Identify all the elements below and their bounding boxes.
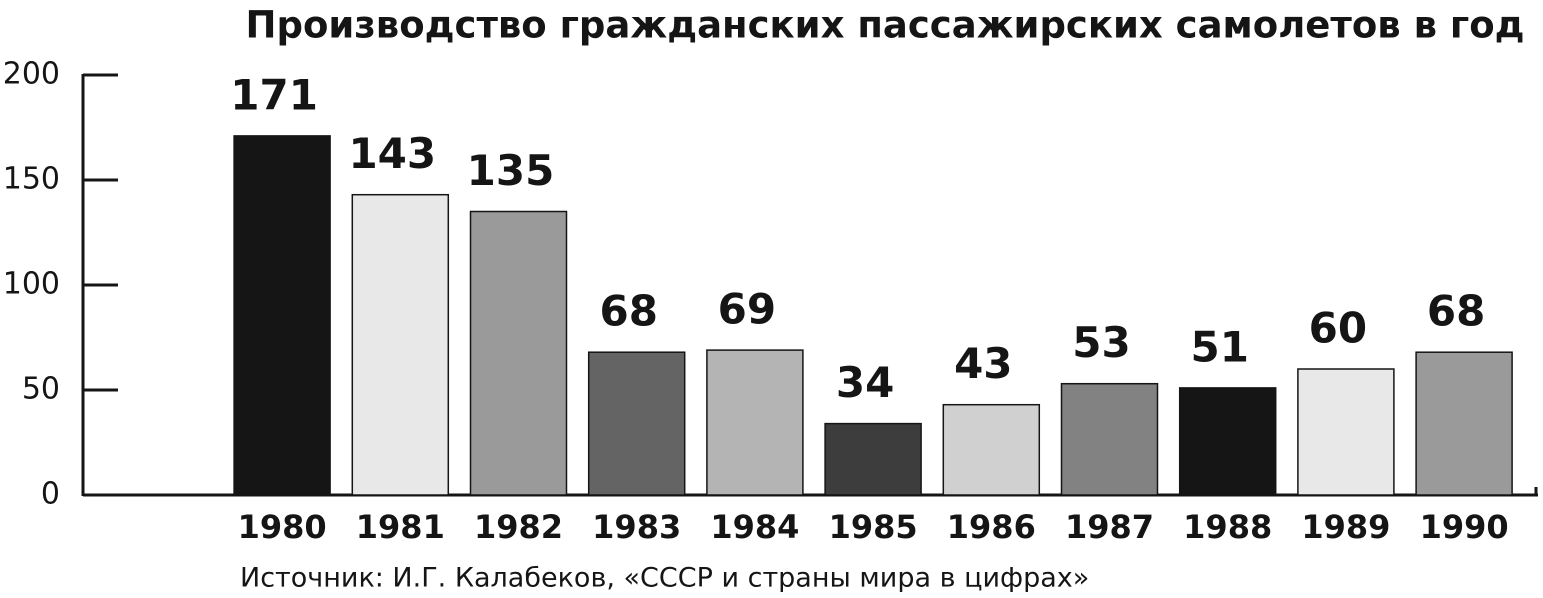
bar xyxy=(824,422,922,496)
x-tick-label: 1984 xyxy=(710,508,799,546)
y-tick-label: 150 xyxy=(3,162,60,197)
value-label: 68 xyxy=(599,287,657,336)
x-tick-label: 1990 xyxy=(1420,508,1509,546)
bar xyxy=(587,351,686,496)
bar xyxy=(351,193,450,496)
value-label: 53 xyxy=(1072,318,1130,367)
chart-title: Производство гражданских пассажирских са… xyxy=(246,4,1525,47)
x-tick-label: 1986 xyxy=(947,508,1036,546)
value-label: 60 xyxy=(1309,304,1367,353)
value-label: 135 xyxy=(467,146,555,195)
value-label: 69 xyxy=(718,285,776,334)
value-label: 171 xyxy=(230,70,318,119)
value-label: 43 xyxy=(954,339,1012,388)
x-tick-label: 1981 xyxy=(356,508,445,546)
bar xyxy=(1415,351,1513,496)
x-tick-label: 1982 xyxy=(474,508,563,546)
x-tick-label: 1980 xyxy=(238,508,327,546)
source-note: Источник: И.Г. Калабеков, «СССР и страны… xyxy=(240,563,1089,594)
bar xyxy=(1297,368,1395,496)
y-tick-label: 100 xyxy=(3,267,60,302)
bar xyxy=(1178,387,1277,496)
bar xyxy=(706,349,804,496)
bar xyxy=(233,135,331,496)
bar xyxy=(469,210,568,496)
value-label: 68 xyxy=(1427,287,1485,336)
x-tick-label: 1983 xyxy=(592,508,681,546)
value-label: 34 xyxy=(836,358,894,407)
bar xyxy=(942,403,1041,496)
y-tick-label: 50 xyxy=(22,372,60,407)
x-tick-label: 1988 xyxy=(1183,508,1272,546)
y-tick-label: 0 xyxy=(41,477,60,512)
y-tick-label: 200 xyxy=(3,57,60,92)
value-label: 143 xyxy=(348,129,436,178)
x-tick-label: 1989 xyxy=(1301,508,1390,546)
x-tick-label: 1987 xyxy=(1065,508,1154,546)
value-label: 51 xyxy=(1190,322,1248,371)
x-tick-label: 1985 xyxy=(829,508,918,546)
bar xyxy=(1060,382,1159,496)
